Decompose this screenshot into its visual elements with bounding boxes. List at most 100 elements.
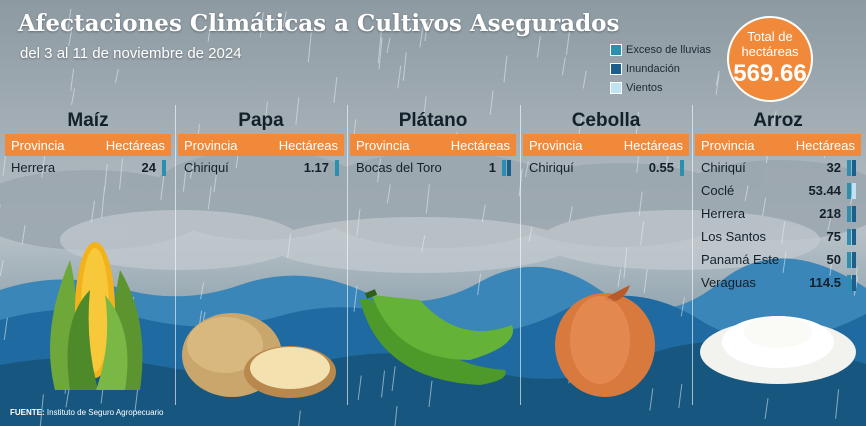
- cause-indicator-vientos: [852, 182, 856, 199]
- table-header: Provincia Hectáreas: [178, 134, 344, 156]
- header-provincia: Provincia: [701, 137, 755, 153]
- crop-rows: Chiriquí 32 Coclé 53.44 Herrera 218 Los Santos…: [695, 156, 861, 294]
- table-row: Panamá Este 50: [695, 248, 861, 271]
- total-label: Total de hectáreas: [741, 29, 799, 59]
- cause-indicator-inundacion: [852, 205, 856, 222]
- legend: Exceso de lluvias Inundación Vientos: [610, 40, 711, 97]
- raindrop: [524, 161, 529, 178]
- corn-illustration: [50, 242, 143, 390]
- cause-indicator-lluvias: [502, 159, 506, 176]
- row-hectareas: 50: [826, 252, 841, 267]
- table-header: Provincia Hectáreas: [350, 134, 516, 156]
- raindrop: [835, 389, 840, 419]
- crop-title: Maíz: [67, 110, 109, 131]
- total-badge: Total de hectáreas 569.66: [727, 16, 813, 102]
- raindrop: [643, 268, 648, 293]
- legend-item-inundacion: Inundación: [610, 59, 711, 78]
- raindrop: [568, 206, 573, 223]
- table-row: Chiriquí 0.55: [523, 156, 689, 179]
- raindrop: [582, 70, 587, 89]
- raindrop: [503, 55, 508, 83]
- raindrop: [333, 77, 338, 104]
- row-value-cell: 1: [489, 159, 512, 176]
- raindrop: [207, 186, 212, 210]
- total-value: 569.66: [733, 60, 807, 87]
- cause-indicators: [847, 182, 857, 199]
- raindrop: [829, 255, 834, 276]
- raindrop: [114, 69, 119, 84]
- row-value-cell: 0.55: [649, 159, 685, 176]
- cause-indicator-lluvias: [847, 182, 851, 199]
- cause-indicators: [335, 159, 340, 176]
- row-value-cell: 218: [819, 205, 857, 222]
- raindrop: [617, 268, 622, 288]
- table-header: Provincia Hectáreas: [695, 134, 861, 156]
- column-divider: [175, 105, 176, 405]
- row-provincia: Veraguas: [701, 275, 756, 290]
- row-hectareas: 53.44: [808, 183, 841, 198]
- row-value-cell: 1.17: [303, 159, 340, 176]
- crop-rows: Herrera 24: [5, 156, 171, 179]
- raindrop: [200, 282, 205, 300]
- cause-indicators: [502, 159, 512, 176]
- raindrop: [103, 163, 108, 193]
- raindrop: [39, 394, 44, 426]
- crop-panel-arroz: Arroz Provincia Hectáreas Chiriquí 32 Cocl…: [695, 110, 861, 294]
- crop-panel-papa: Papa Provincia Hectáreas Chiriquí 1.17: [178, 110, 344, 179]
- raindrop: [377, 158, 382, 183]
- raindrop: [397, 65, 402, 89]
- raindrop: [744, 185, 749, 201]
- raindrop: [424, 21, 429, 41]
- legend-label: Exceso de lluvias: [626, 43, 711, 56]
- raindrop: [68, 28, 73, 47]
- row-hectareas: 1.17: [303, 160, 329, 175]
- raindrop: [422, 96, 427, 122]
- raindrop: [623, 247, 628, 279]
- raindrop: [67, 8, 72, 33]
- row-provincia: Coclé: [701, 183, 735, 198]
- cause-indicator-inundacion: [852, 251, 856, 268]
- raindrop: [189, 163, 194, 179]
- legend-label: Inundación: [626, 62, 680, 75]
- crop-panel-cebolla: Cebolla Provincia Hectáreas Chiriquí 0.55: [523, 110, 689, 179]
- row-provincia: Bocas del Toro: [356, 160, 442, 175]
- source-note: FUENTE: Instituto de Seguro Agropecuario: [10, 408, 163, 417]
- raindrop: [71, 88, 76, 105]
- legend-item-vientos: Vientos: [610, 78, 711, 97]
- raindrop: [421, 235, 426, 252]
- raindrop: [477, 273, 482, 296]
- raindrop: [715, 74, 720, 96]
- raindrop: [772, 110, 777, 126]
- row-provincia: Herrera: [701, 206, 746, 221]
- cause-indicator-lluvias: [847, 159, 851, 176]
- raindrop: [264, 101, 268, 126]
- raindrop: [295, 97, 300, 125]
- potato-illustration: [182, 313, 336, 398]
- raindrop: [782, 251, 787, 273]
- row-value-cell: 32: [827, 159, 857, 176]
- row-value-cell: 114.5: [809, 274, 857, 291]
- raindrop: [565, 32, 570, 56]
- page-subtitle: del 3 al 11 de noviembre de 2024: [20, 45, 242, 62]
- raindrop: [481, 204, 486, 222]
- row-hectareas: 75: [826, 229, 841, 244]
- row-provincia: Chiriquí: [529, 160, 574, 175]
- legend-item-lluvias: Exceso de lluvias: [610, 40, 711, 59]
- crop-title: Papa: [238, 110, 284, 131]
- row-provincia: Los Santos: [701, 229, 767, 244]
- raindrop: [827, 215, 832, 231]
- raindrop: [391, 366, 396, 392]
- rice-illustration: [700, 316, 856, 384]
- row-value-cell: 24: [142, 159, 167, 176]
- legend-swatch-vientos: [610, 81, 622, 94]
- raindrop: [134, 386, 139, 412]
- cause-indicators: [847, 159, 857, 176]
- table-row: Coclé 53.44: [695, 179, 861, 202]
- raindrop: [213, 168, 218, 193]
- raindrop: [561, 57, 566, 76]
- raindrop: [65, 388, 70, 408]
- row-value-cell: 50: [826, 251, 857, 268]
- raindrop: [298, 410, 301, 426]
- raindrop: [119, 158, 124, 190]
